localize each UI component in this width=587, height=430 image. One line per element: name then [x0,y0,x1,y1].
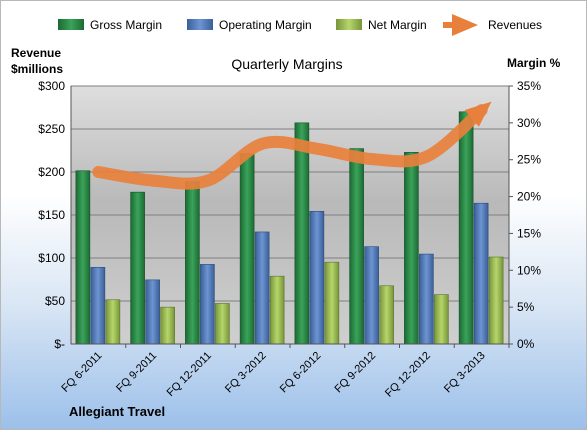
y-left-tick-label: $300 [38,79,65,93]
legend-label-revenues: Revenues [488,18,542,32]
bars [75,111,504,345]
revenue-point [207,180,209,182]
y-right-tick-label: 15% [517,226,541,240]
bar-operating-margin [309,211,325,345]
x-category-label: FQ 3-2012 [223,350,269,396]
bar-operating-margin [254,231,270,345]
y-right-tick-label: 5% [517,300,535,314]
y-left-tick-label: $- [54,337,65,351]
y-right-tick-label: 35% [517,79,541,93]
bar-net-margin [434,294,449,345]
x-category-label: FQ 9-2012 [333,350,379,396]
y-left-tick-label: $200 [38,165,65,179]
chart-title: Quarterly Margins [231,56,342,72]
bar-net-margin [215,303,230,345]
x-category-label: FQ 12-2012 [383,350,433,400]
bar-gross-margin [239,153,255,345]
y-right-tick-label: 25% [517,153,541,167]
bar-net-margin [160,306,175,345]
revenue-point [481,109,483,111]
bar-operating-margin [473,202,489,345]
bar-operating-margin [419,253,434,345]
legend-label-net-margin: Net Margin [368,18,427,32]
bar-net-margin [269,275,285,345]
x-category-label: FQ 3-2013 [442,350,488,396]
legend: Gross Margin Operating Margin Net Margin… [58,14,542,36]
bar-net-margin [379,285,394,345]
legend-label-operating-margin: Operating Margin [219,18,312,32]
bar-gross-margin [185,181,200,345]
revenue-point [152,180,154,182]
x-category-label: FQ 6-2012 [278,350,324,396]
y-right-tick-label: 20% [517,190,541,204]
revenue-line [92,101,492,190]
legend-label-gross-margin: Gross Margin [90,18,162,32]
bar-operating-margin [90,267,106,345]
bar-operating-margin [364,246,379,345]
x-category-label: FQ 12-2011 [165,350,214,399]
y-right-axis-title: Margin % [507,56,561,70]
bar-gross-margin [349,148,364,345]
bar-gross-margin [294,122,310,345]
revenue-point [97,171,99,173]
revenue-curve [92,101,492,190]
x-category-label: FQ 6-2011 [59,350,104,395]
y-left-tick-label: $150 [38,208,65,222]
bar-net-margin [488,256,504,345]
revenue-point [426,156,428,158]
y-left-tick-label: $250 [38,122,65,136]
bar-operating-margin [145,279,160,345]
bar-net-margin [324,261,340,345]
revenue-point [371,158,373,160]
y-left-tick-label: $100 [38,251,65,265]
y-left-axis-title-line1: Revenue [11,46,61,60]
y-left-axis-title-line2: $millions [11,62,63,76]
legend-swatch-gross-margin [58,19,84,30]
x-category-label: FQ 9-2011 [114,350,159,395]
revenue-point [316,148,318,150]
bar-gross-margin [458,111,474,345]
legend-swatch-operating-margin [187,19,213,30]
legend-swatch-net-margin [336,19,362,30]
bar-gross-margin [404,152,419,345]
revenue-point [262,143,264,145]
bar-net-margin [105,299,121,345]
bar-operating-margin [200,264,215,345]
y-right-tick-label: 30% [517,116,541,130]
bar-gross-margin [130,191,145,345]
company-label: Allegiant Travel [69,404,165,419]
y-left-tick-label: $50 [45,294,65,308]
bar-gross-margin [75,170,91,345]
y-right-tick-label: 10% [517,263,541,277]
y-right-tick-label: 0% [517,337,535,351]
